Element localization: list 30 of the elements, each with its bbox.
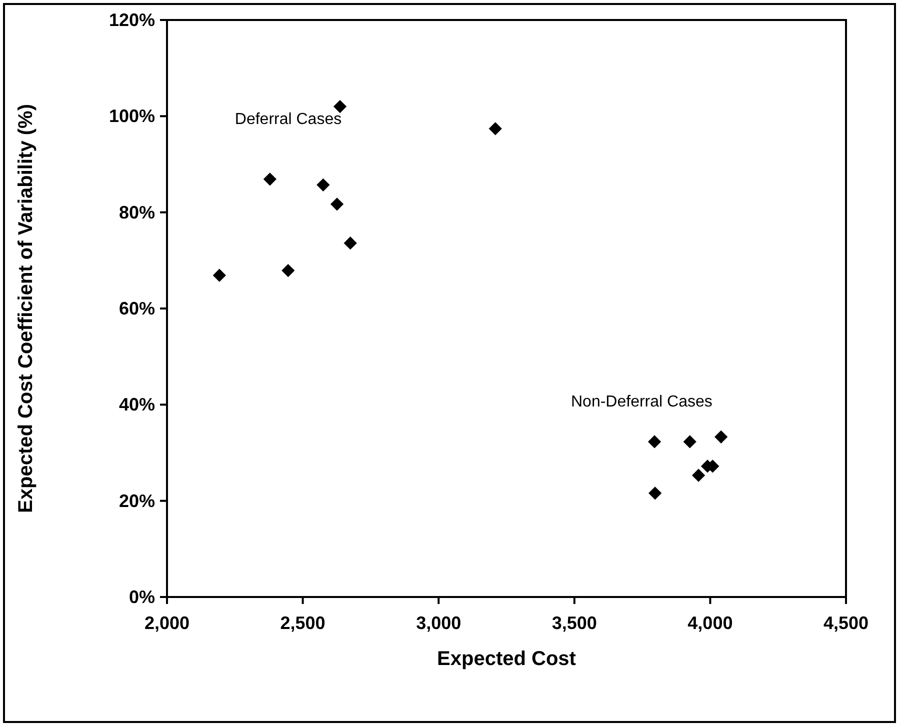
y-tick-label: 60% xyxy=(118,298,155,318)
annotation: Deferral Cases xyxy=(234,110,342,128)
x-tick-label: 4,500 xyxy=(823,613,869,633)
point xyxy=(648,435,662,448)
y-tick-label: 40% xyxy=(118,394,155,415)
y-tick-label: 120% xyxy=(108,10,155,30)
point xyxy=(714,430,728,444)
y-axis-title: Expected Cost Coefficient of Variability (%) xyxy=(15,104,37,513)
point xyxy=(333,100,347,114)
annotation: Non-Deferral Cases xyxy=(571,394,712,411)
point xyxy=(316,178,330,192)
x-tick-label: 2,000 xyxy=(144,613,190,633)
y-tick-label: 100% xyxy=(108,106,155,126)
point xyxy=(344,236,357,250)
x-tick-label: 3,000 xyxy=(416,613,462,633)
y-tick-label: 80% xyxy=(118,202,155,222)
point xyxy=(330,198,344,211)
x-tick-label: 3,500 xyxy=(552,613,597,633)
point xyxy=(488,122,502,136)
x-tick-label: 4,000 xyxy=(688,613,733,633)
point xyxy=(263,172,277,186)
point xyxy=(648,486,662,500)
x-axis-title: Expected Cost xyxy=(437,648,576,670)
point xyxy=(282,264,295,278)
y-tick-label: 0% xyxy=(128,587,155,607)
point xyxy=(683,435,696,448)
y-tick-label: 20% xyxy=(118,490,155,511)
x-tick-label: 2,500 xyxy=(280,613,326,633)
point xyxy=(212,268,226,282)
point xyxy=(692,468,706,482)
